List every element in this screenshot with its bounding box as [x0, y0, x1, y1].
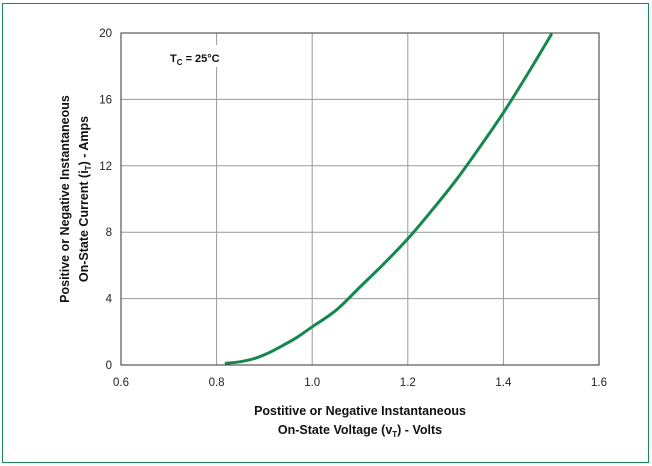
y-axis-title-line1: Positive or Negative Instantaneous	[58, 95, 72, 303]
annotation-background	[160, 45, 242, 67]
x-tick-label: 0.6	[113, 377, 129, 389]
x-axis-title-post: ) - Volts	[397, 423, 442, 437]
y-tick-labels: 0 4 8 12 16 20	[99, 28, 112, 372]
x-axis-title-pre: On-State Voltage (v	[278, 423, 392, 437]
x-tick-label: 1.6	[591, 377, 607, 389]
x-tick-label: 1.0	[304, 377, 320, 389]
x-tick-label: 0.8	[209, 377, 225, 389]
x-axis-title-line2: On-State Voltage (vT) - Volts	[278, 423, 442, 439]
x-axis-title-line1: Postitive or Negative Instantaneous	[254, 404, 466, 418]
annotation-text-post: = 25°C	[183, 53, 220, 65]
x-tick-labels: 0.6 0.8 1.0 1.2 1.4 1.6	[113, 377, 607, 389]
y-axis-title-subscript: T	[84, 165, 93, 170]
plot-area	[121, 33, 599, 365]
x-axis-title-subscript: T	[392, 430, 397, 439]
y-axis-title-line2: On-State Current (iT) - Amps	[77, 116, 93, 282]
temperature-annotation: TC = 25°C	[170, 53, 220, 67]
annotation-text-pre: T	[170, 53, 177, 65]
annotation-subscript: C	[177, 58, 183, 67]
y-tick-label: 20	[99, 28, 112, 40]
x-tick-label: 1.4	[495, 377, 512, 389]
y-tick-label: 4	[106, 294, 113, 306]
series-line	[224, 33, 553, 365]
y-axis-title-pre: On-State Current (i	[77, 170, 91, 282]
y-tick-label: 16	[99, 94, 112, 106]
y-axis-title-post: ) - Amps	[77, 116, 91, 166]
y-tick-label: 0	[106, 360, 112, 372]
y-tick-label: 12	[99, 161, 112, 173]
plot-border	[120, 32, 600, 366]
x-tick-label: 1.2	[400, 377, 416, 389]
y-tick-label: 8	[106, 227, 112, 239]
chart-frame	[2, 3, 649, 463]
